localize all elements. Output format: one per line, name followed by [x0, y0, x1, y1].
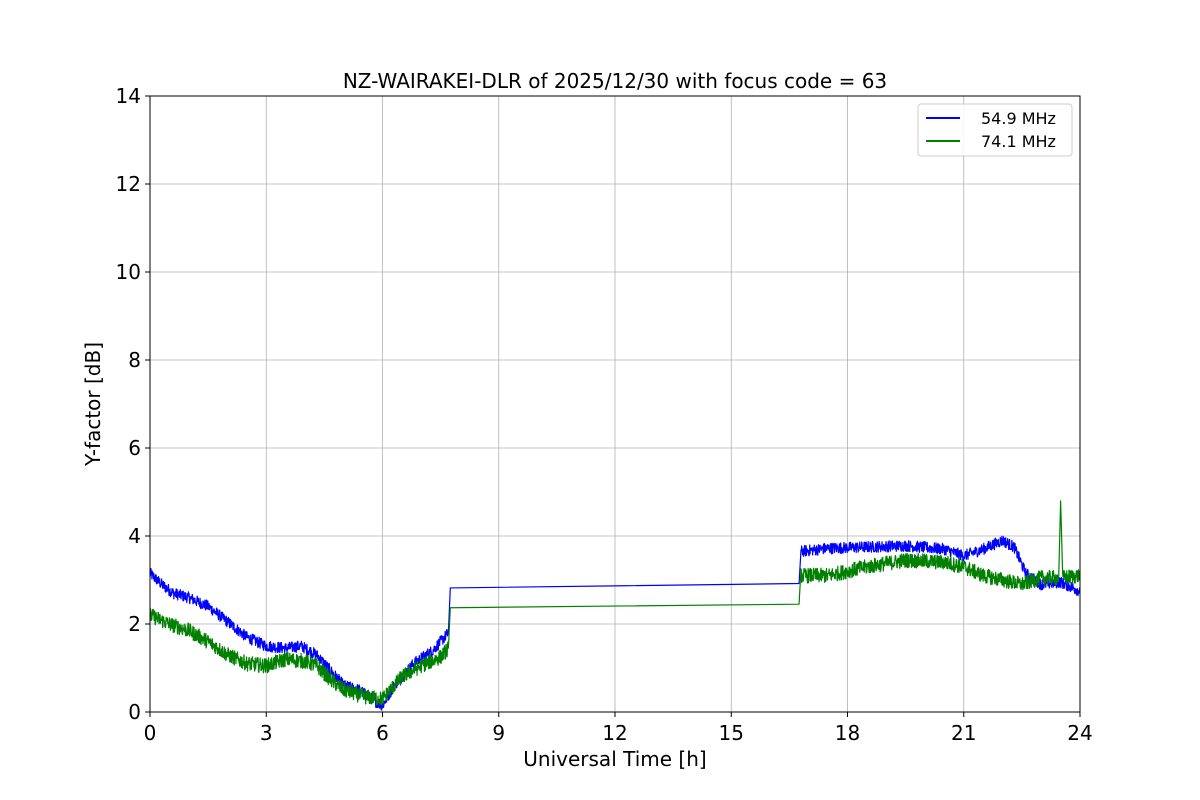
legend: 54.9 MHz 74.1 MHz [917, 103, 1073, 157]
x-tick-label: 18 [835, 721, 860, 745]
grid-lines [149, 95, 1081, 713]
x-axis-label: Universal Time [h] [523, 747, 706, 771]
y-tick-label: 14 [116, 84, 141, 108]
y-tick-label: 0 [128, 700, 141, 724]
x-tick-label: 21 [951, 721, 976, 745]
chart-title: NZ-WAIRAKEI-DLR of 2025/12/30 with focus… [343, 69, 887, 93]
y-tick-label: 6 [128, 436, 141, 460]
series-line-0 [149, 535, 1081, 711]
y-axis-label: Y-factor [dB] [81, 342, 105, 467]
series-line-1 [149, 500, 1081, 706]
y-tick-label: 4 [128, 524, 141, 548]
y-tick-label: 8 [128, 348, 141, 372]
x-tick-label: 6 [376, 721, 389, 745]
plot-series-group [149, 500, 1081, 711]
y-tick-label: 10 [116, 260, 141, 284]
y-tick-label: 12 [116, 172, 141, 196]
x-tick-label: 12 [602, 721, 627, 745]
legend-label-1: 74.1 MHz [981, 132, 1056, 151]
x-tick-label: 0 [144, 721, 157, 745]
x-tick-label: 15 [719, 721, 744, 745]
legend-label-0: 54.9 MHz [981, 109, 1056, 128]
x-tick-label: 9 [492, 721, 505, 745]
x-tick-label: 24 [1067, 721, 1092, 745]
x-tick-label: 3 [260, 721, 273, 745]
y-tick-label: 2 [128, 612, 141, 636]
